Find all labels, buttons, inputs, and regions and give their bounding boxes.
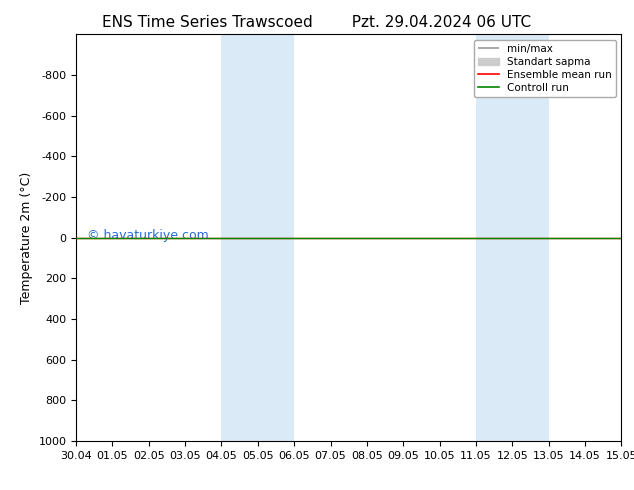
Text: © havaturkiye.com: © havaturkiye.com (87, 229, 209, 242)
Bar (476, 34, 548, 441)
Text: ENS Time Series Trawscoed        Pzt. 29.04.2024 06 UTC: ENS Time Series Trawscoed Pzt. 29.04.202… (103, 15, 531, 30)
Bar (221, 34, 294, 441)
Y-axis label: Temperature 2m (°C): Temperature 2m (°C) (20, 172, 33, 304)
Legend: min/max, Standart sapma, Ensemble mean run, Controll run: min/max, Standart sapma, Ensemble mean r… (474, 40, 616, 97)
